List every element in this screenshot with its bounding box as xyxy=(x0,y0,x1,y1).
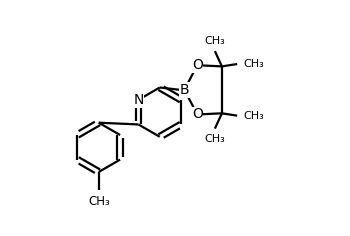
Text: CH₃: CH₃ xyxy=(243,59,264,69)
Text: CH₃: CH₃ xyxy=(204,134,225,144)
Text: B: B xyxy=(180,83,189,97)
Text: CH₃: CH₃ xyxy=(204,36,225,46)
Text: CH₃: CH₃ xyxy=(88,195,110,208)
Text: O: O xyxy=(192,58,203,72)
Text: O: O xyxy=(192,107,203,122)
Text: CH₃: CH₃ xyxy=(243,111,264,121)
Text: N: N xyxy=(133,93,143,107)
